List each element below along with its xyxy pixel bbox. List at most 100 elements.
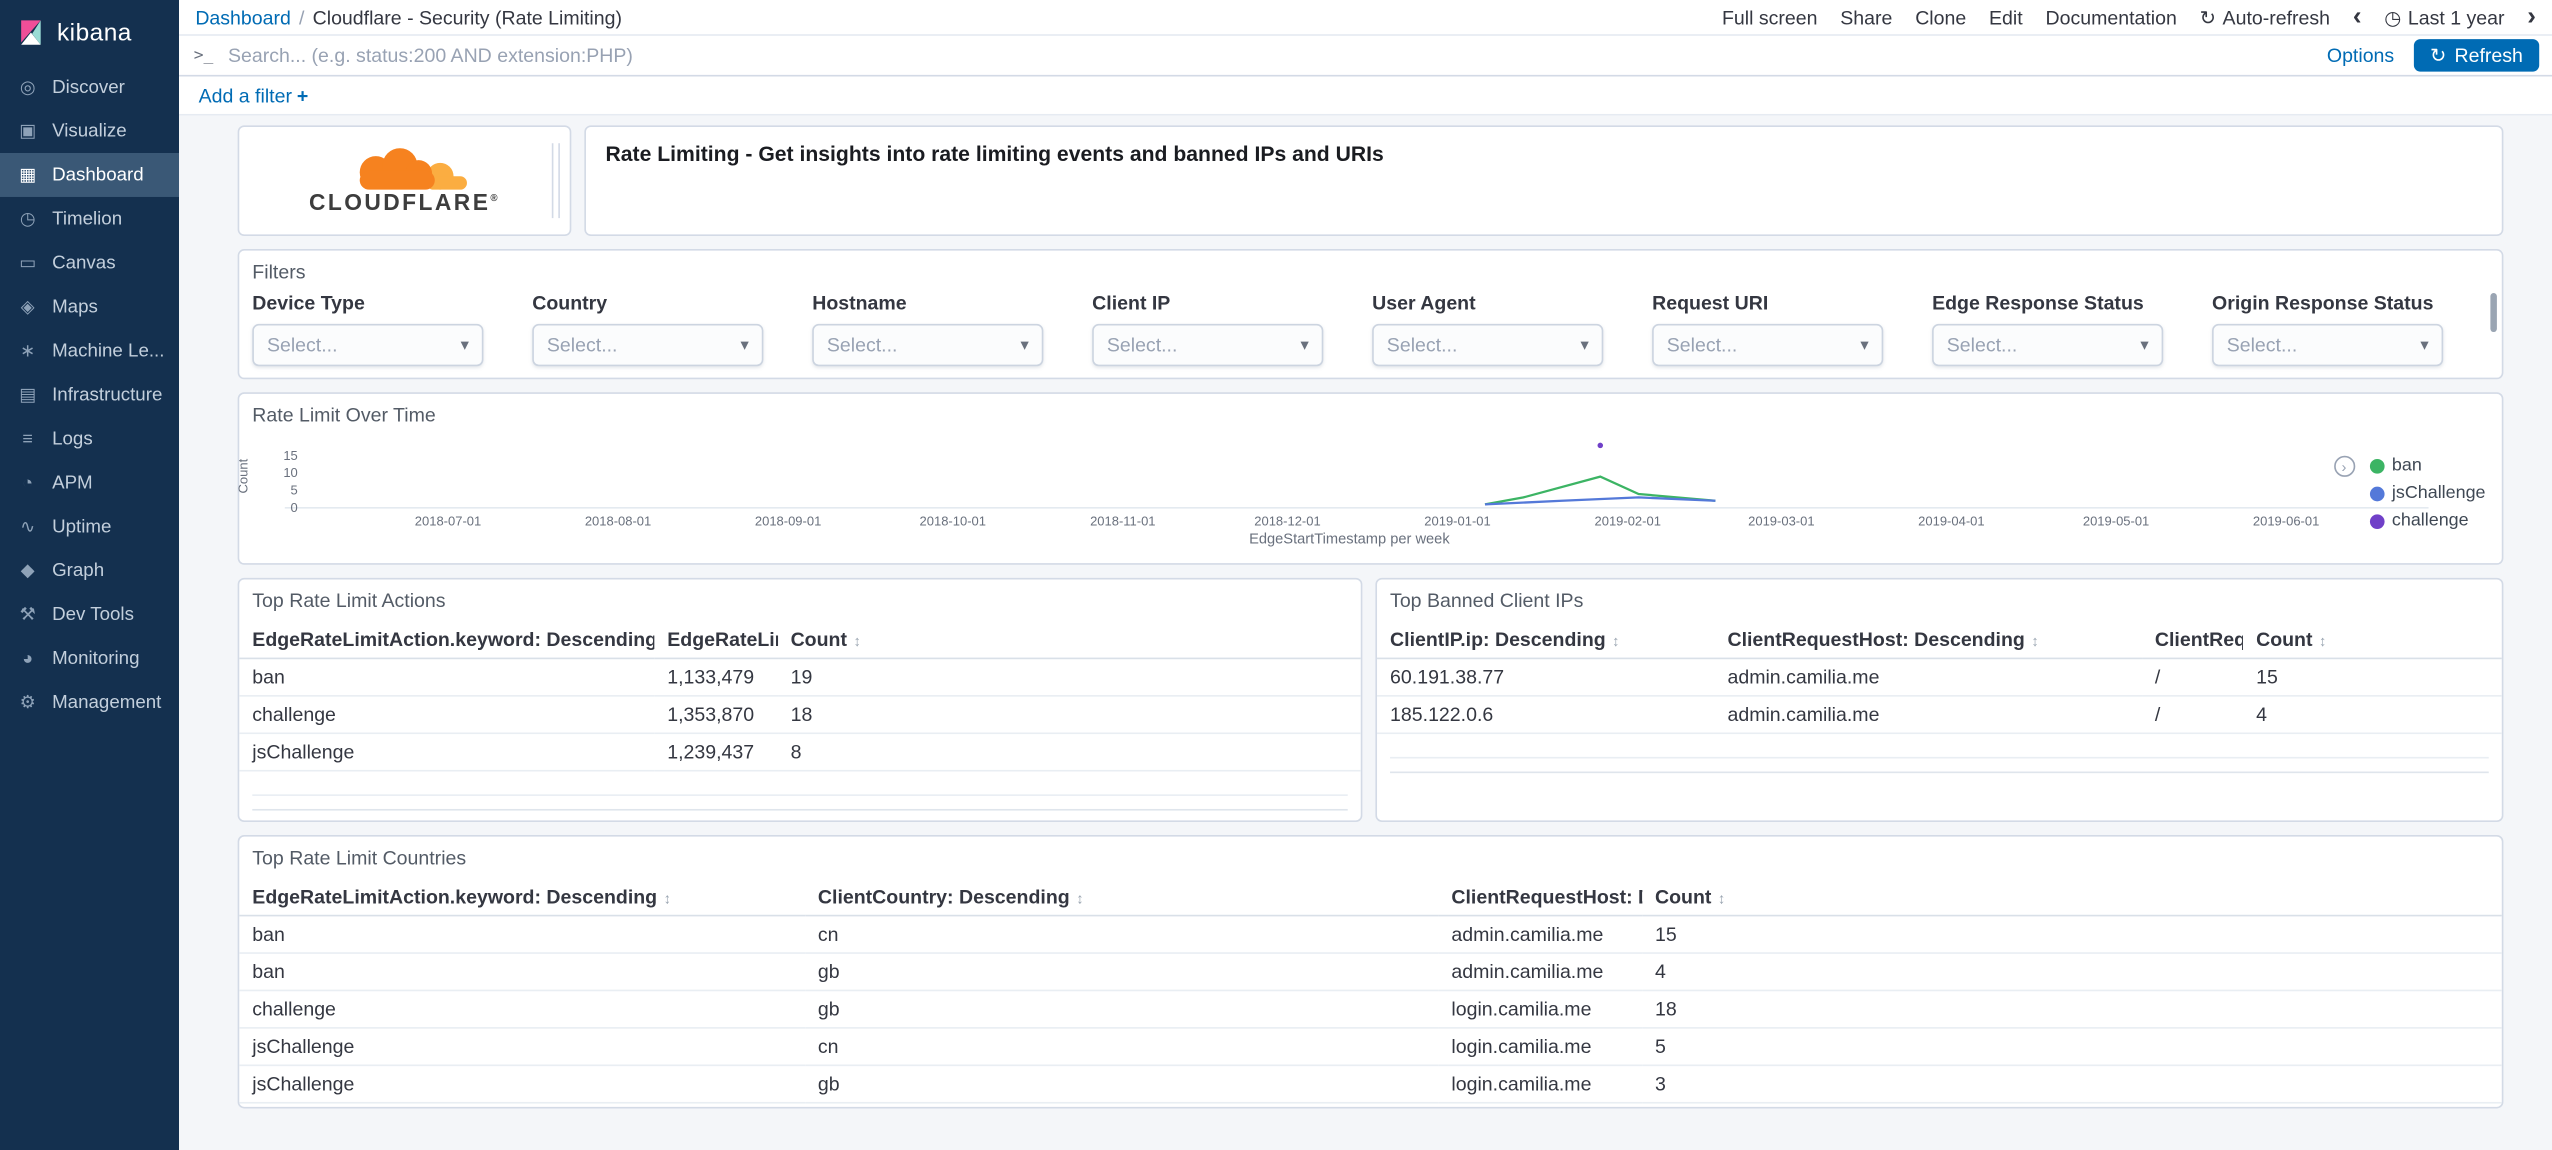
filter-group: Device Type Select... ▾ — [252, 291, 532, 367]
filter-label: User Agent — [1372, 291, 1476, 315]
table-header-row: EdgeRateLimitAction.keyword: Descending↕… — [239, 878, 2502, 917]
column-header[interactable]: EdgeRateLimitID: Descending↕ — [654, 621, 778, 660]
refresh-button[interactable]: ↻ Refresh — [2413, 39, 2540, 72]
country-filter-select[interactable]: Select... ▾ — [532, 323, 764, 367]
sidebar-item-label: Visualize — [52, 121, 127, 141]
auto-refresh-button[interactable]: ↻ Auto-refresh — [2199, 5, 2331, 29]
filters-panel-scrollbar[interactable] — [2490, 292, 2497, 333]
dashboard-icon: ▦ — [19, 166, 37, 186]
sort-icon: ↕ — [2031, 633, 2039, 650]
svg-text:10: 10 — [283, 465, 297, 480]
add-filter-button[interactable]: Add a filter + — [198, 83, 309, 107]
banned-ips-table: ClientIP.ip: Descending ↕ ClientRequestHo… — [1377, 621, 2502, 735]
documentation-link[interactable]: Documentation — [2045, 5, 2177, 29]
table-header-row: ClientIP.ip: Descending ↕ ClientRequestHo… — [1377, 621, 2502, 660]
svg-text:15: 15 — [283, 448, 297, 463]
chevron-down-icon: ▾ — [460, 336, 469, 355]
filter-group: Country Select... ▾ — [532, 291, 812, 367]
full-screen-button[interactable]: Full screen — [1721, 5, 1818, 29]
sidebar-item-graph[interactable]: ◆ Graph — [0, 549, 179, 593]
empty-row-divider — [1390, 734, 2489, 759]
search-input[interactable] — [227, 43, 2308, 67]
column-header[interactable]: ClientRequestHost: Descending↕ — [1714, 621, 2142, 660]
panel-filters: Filters Device Type Select... ▾ — [237, 249, 2504, 380]
panel-resize-handle[interactable] — [551, 143, 560, 219]
origin-response-status-filter-select[interactable]: Select... ▾ — [2212, 323, 2444, 367]
sidebar-item-dashboard[interactable]: ▦ Dashboard — [0, 153, 180, 197]
table-row: challenge 1,353,870 18 — [239, 695, 1361, 735]
sidebar-item-visualize[interactable]: ▣ Visualize — [0, 109, 179, 153]
horizontal-scrollbar[interactable] — [252, 796, 1348, 811]
hostname-filter-select[interactable]: Select... ▾ — [812, 323, 1044, 367]
sort-icon: ↕ — [1717, 890, 1726, 907]
filter-group: Origin Response Status Select... ▾ — [2212, 291, 2492, 367]
tables-row: Top Rate Limit Actions EdgeRateLimitActi… — [237, 577, 2504, 822]
sidebar-item-discover[interactable]: ◎ Discover — [0, 65, 179, 109]
client-ip-filter-select[interactable]: Select... ▾ — [1092, 323, 1324, 367]
options-link[interactable]: Options — [2326, 43, 2395, 67]
sidebar-item-timelion[interactable]: ◷ Timelion — [0, 197, 179, 241]
sort-icon: ↕ — [2319, 633, 2327, 650]
sidebar: kibana ◎ Discover ▣ Visualize ▦ Dashboar… — [0, 0, 180, 1150]
horizontal-scrollbar[interactable] — [1390, 759, 2489, 774]
legend-item[interactable]: ban — [2369, 455, 2485, 476]
machine-learning-icon: ∗ — [20, 341, 36, 362]
sidebar-item-maps[interactable]: ◈ Maps — [0, 285, 179, 329]
legend-toggle-icon[interactable]: › — [2333, 455, 2355, 477]
time-next-button[interactable]: › — [2527, 2, 2536, 31]
sidebar-item-logs[interactable]: ≡ Logs — [0, 417, 179, 461]
panel-top-rate-limit-actions: Top Rate Limit Actions EdgeRateLimitActi… — [237, 577, 1363, 822]
sidebar-item-canvas[interactable]: ▭ Canvas — [0, 241, 179, 285]
column-header[interactable]: Count ↕ — [1641, 878, 2502, 917]
column-header[interactable]: ClientCountry: Descending ↕ — [804, 878, 1439, 917]
time-range-button[interactable]: ◷ Last 1 year — [2384, 5, 2505, 29]
user-agent-filter-select[interactable]: Select... ▾ — [1372, 323, 1604, 367]
dev-tools-icon: ⚒ — [19, 605, 36, 626]
registered-mark: ® — [490, 194, 500, 205]
column-header[interactable]: ClientIP.ip: Descending ↕ — [1377, 621, 1715, 660]
sort-icon: ↕ — [1612, 633, 1620, 650]
x-axis-label: EdgeStartTimestamp per week — [1249, 530, 1450, 547]
sidebar-item-dev-tools[interactable]: ⚒ Dev Tools — [0, 592, 179, 636]
kibana-logo[interactable]: kibana — [0, 0, 179, 65]
panel-title: Top Rate Limit Actions — [252, 589, 446, 613]
table-row: ban 1,133,479 19 — [239, 658, 1361, 697]
sidebar-item-uptime[interactable]: ∿ Uptime — [0, 505, 179, 549]
edit-button[interactable]: Edit — [1989, 5, 2023, 29]
column-header[interactable]: ClientRequestHost: Descending↕ — [1438, 878, 1642, 917]
column-header[interactable]: EdgeRateLimitAction.keyword: Descending↕ — [239, 878, 805, 917]
sort-icon: ↕ — [663, 890, 671, 907]
legend-item[interactable]: challenge — [2369, 511, 2485, 531]
device-type-filter-select[interactable]: Select... ▾ — [252, 323, 484, 367]
sidebar-item-monitoring[interactable]: ◕ Monitoring — [0, 636, 179, 680]
filter-label: Origin Response Status — [2212, 291, 2434, 315]
column-header[interactable]: Count ↕ — [777, 621, 1361, 660]
legend-item[interactable]: jsChallenge — [2369, 483, 2485, 503]
request-uri-filter-select[interactable]: Select... ▾ — [1652, 323, 1884, 367]
filter-label: Country — [532, 291, 608, 315]
column-header[interactable]: EdgeRateLimitAction.keyword: Descending↕ — [239, 621, 655, 660]
sidebar-item-machine-learning[interactable]: ∗ Machine Le... — [0, 329, 179, 373]
rate-limit-chart: Count 0 5 10 15 2018-07-01 2018-08-01 2018-09-… — [236, 430, 2502, 547]
time-previous-button[interactable]: ‹ — [2352, 2, 2362, 31]
clone-button[interactable]: Clone — [1915, 5, 1967, 29]
svg-text:2019-03-01: 2019-03-01 — [1748, 514, 1814, 529]
breadcrumb-current: Cloudflare - Security (Rate Limiting) — [312, 5, 623, 29]
panel-top-banned-client-ips: Top Banned Client IPs ClientIP.ip: Desce… — [1375, 577, 2504, 822]
query-bar: >_ Options ↻ Refresh — [179, 34, 2552, 77]
legend-label: ban — [2391, 455, 2422, 476]
sidebar-item-infrastructure[interactable]: ▤ Infrastructure — [0, 373, 179, 417]
sidebar-item-management[interactable]: ⚙ Management — [0, 680, 179, 724]
column-header[interactable]: Count ↕ — [2243, 621, 2502, 660]
column-header[interactable]: ClientRequestURI.keyword: Descending↕ — [2141, 621, 2244, 660]
breadcrumb-dashboard-link[interactable]: Dashboard — [195, 5, 291, 29]
panel-title: Top Rate Limit Countries — [252, 846, 467, 870]
share-button[interactable]: Share — [1840, 5, 1893, 29]
chart-canvas[interactable]: 0 5 10 15 2018-07-01 2018-08-01 2018-09-01 2018… — [265, 433, 2433, 531]
sidebar-item-apm[interactable]: ◔ APM — [0, 461, 179, 505]
filter-bar: Add a filter + — [179, 76, 2552, 116]
sidebar-item-label: Maps — [52, 297, 98, 317]
filters-row: Device Type Select... ▾ Country Select..… — [239, 286, 2502, 367]
edge-response-status-filter-select[interactable]: Select... ▾ — [1932, 323, 2164, 367]
